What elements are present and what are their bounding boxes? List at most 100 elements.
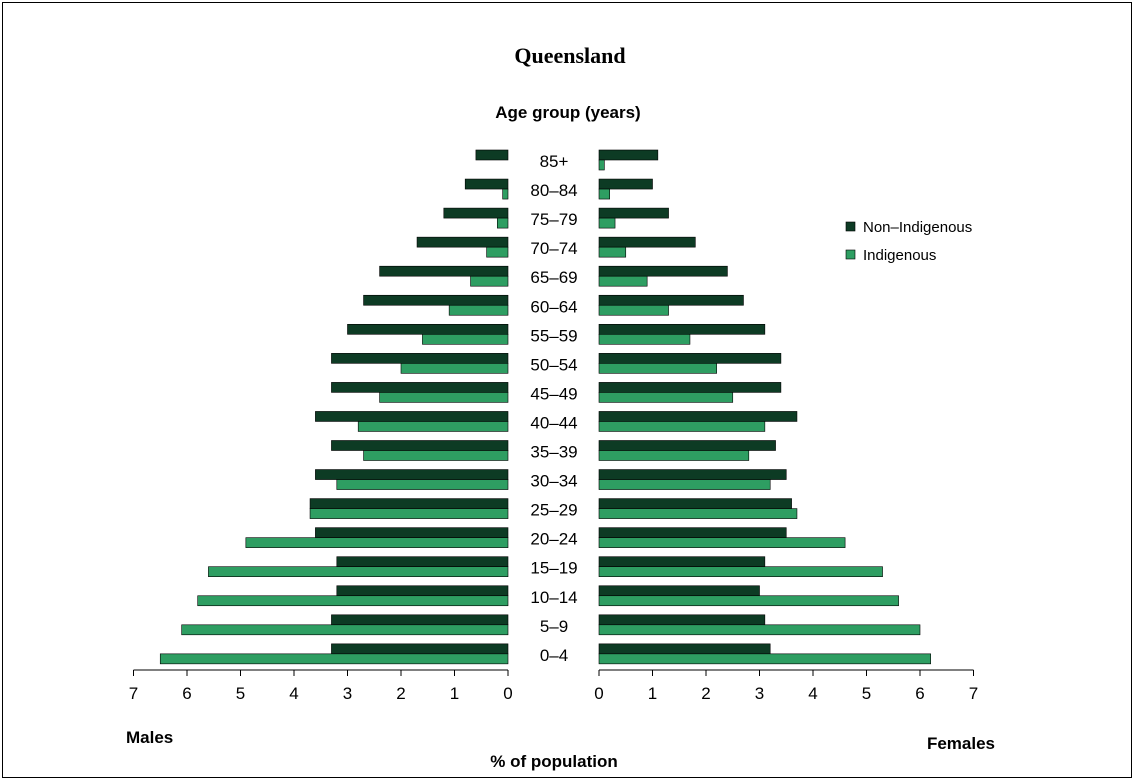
bar-male-indigenous: [336, 479, 509, 490]
bar-female-indigenous: [598, 537, 846, 548]
bar-male-non-indigenous: [363, 294, 509, 306]
legend-swatch-non-indigenous: [845, 221, 856, 232]
bar-male-non-indigenous: [331, 382, 509, 393]
bar-male-indigenous: [245, 537, 509, 548]
chart-title: Queensland: [514, 43, 625, 68]
bar-male-indigenous: [470, 275, 509, 287]
age-group-label: 85+: [540, 152, 569, 171]
bar-female-non-indigenous: [598, 614, 766, 626]
age-group-label: 45–49: [530, 384, 577, 403]
bar-male-non-indigenous: [331, 643, 509, 655]
bar-female-non-indigenous: [598, 323, 766, 335]
bar-male-indigenous: [363, 450, 509, 461]
bar-female-non-indigenous: [598, 498, 792, 509]
x-axis-title: % of population: [490, 752, 617, 771]
bar-female-non-indigenous: [598, 353, 782, 364]
age-group-label: 15–19: [530, 559, 577, 578]
age-group-label: 5–9: [540, 617, 568, 636]
bar-female-indigenous: [598, 275, 648, 287]
bar-female-indigenous: [598, 595, 899, 607]
female-tick-label: 1: [648, 684, 657, 703]
age-group-label: 60–64: [530, 297, 577, 316]
male-tick-label: 6: [182, 684, 191, 703]
age-group-label: 30–34: [530, 472, 577, 491]
age-group-label: 10–14: [530, 588, 577, 607]
bar-female-non-indigenous: [598, 527, 787, 538]
male-tick-label: 4: [289, 684, 298, 703]
age-group-label: 0–4: [540, 646, 568, 665]
bar-female-non-indigenous: [598, 265, 728, 277]
bar-male-non-indigenous: [475, 149, 509, 161]
female-tick-label: 6: [915, 684, 924, 703]
bar-female-non-indigenous: [598, 411, 798, 422]
bar-female-indigenous: [598, 217, 616, 229]
female-tick-label: 3: [755, 684, 764, 703]
age-group-label: 55–59: [530, 326, 577, 345]
male-tick-label: 7: [129, 684, 138, 703]
age-group-label: 35–39: [530, 443, 577, 462]
male-tick-label: 2: [396, 684, 405, 703]
bar-female-indigenous: [598, 566, 883, 578]
axes-layer: 85+80–8475–7970–7465–6960–6455–5950–5445…: [129, 152, 978, 703]
bar-female-indigenous: [598, 246, 627, 258]
bar-female-non-indigenous: [598, 556, 766, 568]
bar-female-non-indigenous: [598, 178, 653, 190]
bar-male-non-indigenous: [331, 440, 509, 451]
bar-female-non-indigenous: [598, 294, 744, 306]
bar-male-indigenous: [448, 304, 509, 316]
female-tick-label: 7: [969, 684, 978, 703]
bar-female-non-indigenous: [598, 469, 787, 480]
bar-male-indigenous: [197, 595, 509, 607]
bar-female-indigenous: [598, 188, 610, 200]
legend-label-non-indigenous: Non–Indigenous: [863, 219, 972, 236]
bar-male-non-indigenous: [315, 469, 509, 480]
legend-swatch-indigenous: [845, 249, 856, 260]
bar-female-non-indigenous: [598, 585, 760, 597]
males-label: Males: [126, 728, 173, 747]
bar-female-non-indigenous: [598, 207, 669, 219]
bar-female-indigenous: [598, 479, 771, 490]
bar-male-indigenous: [502, 188, 509, 200]
bar-male-non-indigenous: [347, 323, 509, 335]
age-group-label: 50–54: [530, 355, 577, 374]
female-tick-label: 0: [594, 684, 603, 703]
legend-label-indigenous: Indigenous: [863, 247, 936, 264]
bar-female-non-indigenous: [598, 643, 771, 655]
bar-male-non-indigenous: [416, 236, 509, 248]
bar-male-indigenous: [181, 624, 509, 636]
females-label: Females: [927, 734, 995, 753]
bar-female-indigenous: [598, 159, 605, 171]
bar-male-indigenous: [422, 333, 509, 345]
bar-female-indigenous: [598, 421, 766, 432]
bar-male-indigenous: [496, 217, 509, 229]
bar-female-non-indigenous: [598, 440, 776, 451]
male-tick-label: 5: [236, 684, 245, 703]
male-tick-label: 1: [450, 684, 459, 703]
bar-male-non-indigenous: [315, 411, 509, 422]
bar-male-non-indigenous: [379, 265, 509, 277]
bar-male-indigenous: [379, 392, 509, 403]
bar-female-non-indigenous: [598, 382, 782, 393]
bars-layer: [159, 149, 932, 665]
male-tick-label: 0: [503, 684, 512, 703]
bar-male-non-indigenous: [464, 178, 509, 190]
age-group-label: 65–69: [530, 268, 577, 287]
bar-male-indigenous: [208, 566, 509, 578]
bar-male-indigenous: [357, 421, 509, 432]
age-group-label: 70–74: [530, 239, 577, 258]
bar-female-indigenous: [598, 333, 691, 345]
male-tick-label: 3: [343, 684, 352, 703]
age-group-label: 25–29: [530, 501, 577, 520]
bar-female-indigenous: [598, 653, 932, 665]
bar-male-indigenous: [400, 363, 509, 374]
bar-male-non-indigenous: [331, 614, 509, 626]
legend: Non–Indigenous Indigenous: [845, 219, 972, 264]
age-group-label: 75–79: [530, 210, 577, 229]
bar-male-indigenous: [159, 653, 509, 665]
bar-female-indigenous: [598, 624, 921, 636]
bar-female-indigenous: [598, 363, 717, 374]
female-tick-label: 5: [862, 684, 871, 703]
bar-female-non-indigenous: [598, 149, 659, 161]
age-group-label: 80–84: [530, 181, 577, 200]
